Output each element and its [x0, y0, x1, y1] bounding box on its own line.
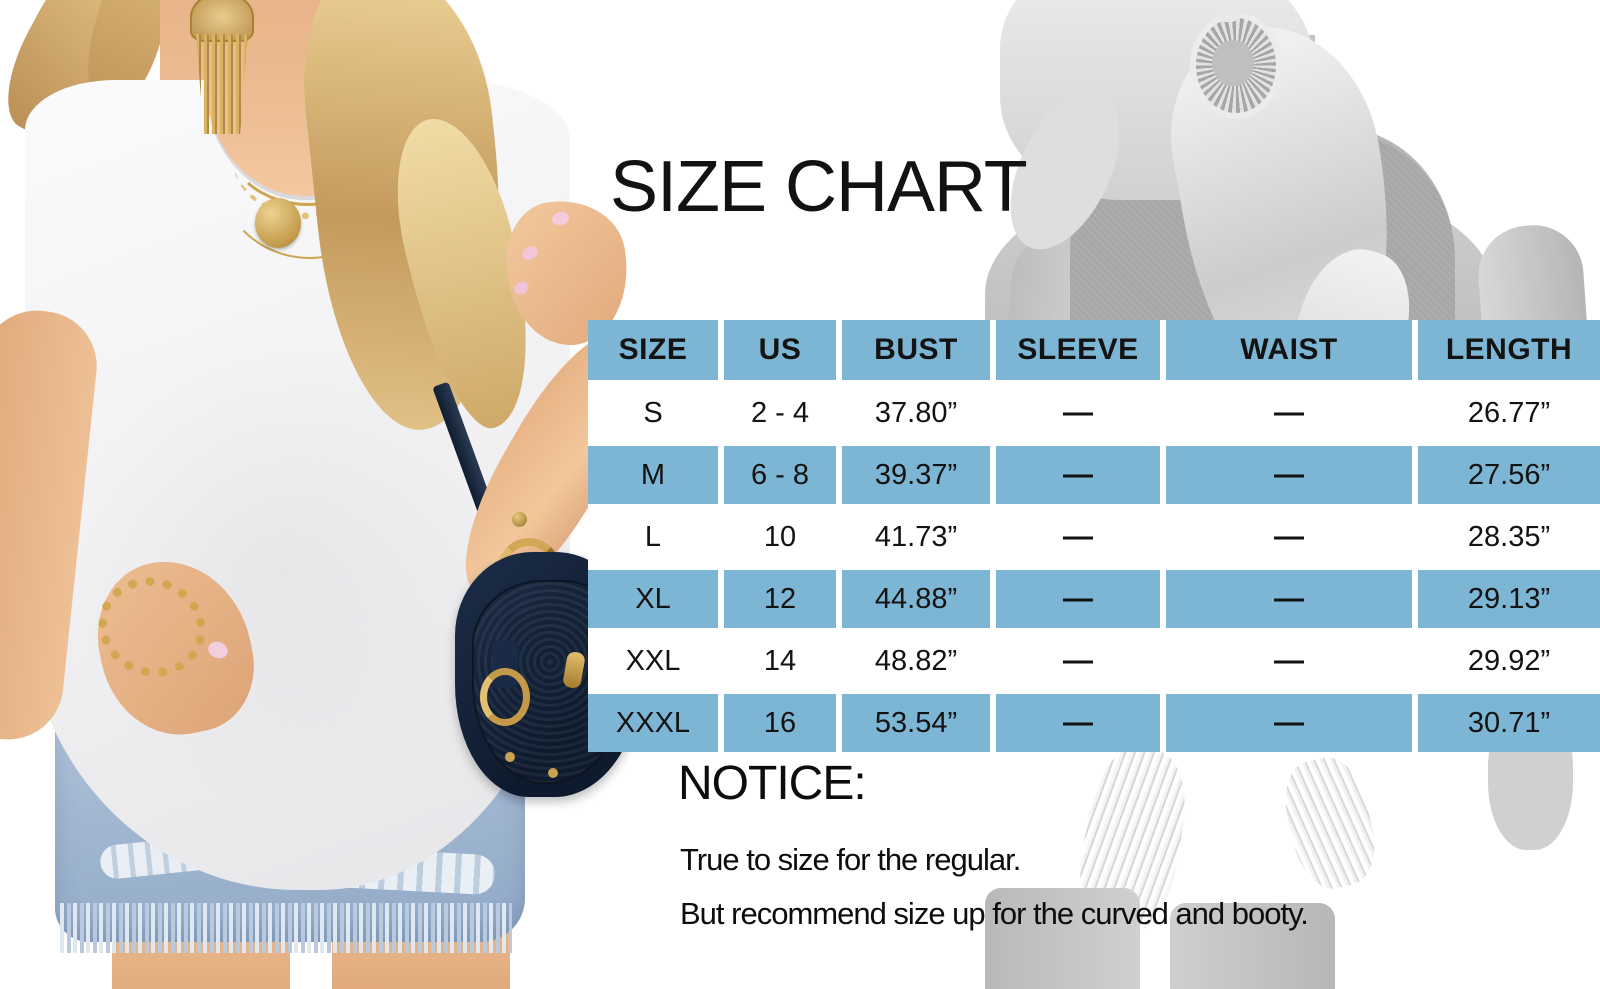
page-title: SIZE CHART — [610, 147, 1028, 227]
front-model-nail — [520, 243, 540, 263]
handbag-strap — [432, 381, 521, 587]
size-table-cell: 12 — [724, 570, 836, 628]
size-table-cell: 53.54” — [842, 694, 990, 752]
column-header-size: SIZE — [588, 320, 718, 380]
size-table-cell: 48.82” — [842, 632, 990, 690]
size-table-cell: 41.73” — [842, 508, 990, 566]
back-model-tank-top-back — [1070, 128, 1455, 333]
handbag-strap-keeper — [492, 640, 518, 688]
size-table-cell: 14 — [724, 632, 836, 690]
back-model-earring-stud — [1218, 0, 1240, 22]
handbag-rivet — [512, 512, 527, 527]
front-model-white-tank-top — [25, 80, 570, 890]
column-header-us: US — [724, 320, 836, 380]
size-table-cell: — — [996, 570, 1160, 628]
size-table-cell: 2 - 4 — [724, 384, 836, 442]
front-model-nail — [205, 639, 231, 661]
column-header-sleeve: SLEEVE — [996, 320, 1160, 380]
front-model-denim-shorts — [55, 682, 525, 942]
size-table-cell: 39.37” — [842, 446, 990, 504]
handbag-stud — [505, 752, 515, 762]
front-model-shorts-rip — [289, 844, 496, 896]
size-table-cell: 16 — [724, 694, 836, 752]
front-model-coin-pendant — [255, 198, 301, 248]
front-model-nail — [550, 210, 571, 227]
front-model-necklace-beads — [232, 92, 378, 219]
size-table-cell: 10 — [724, 508, 836, 566]
back-model-hoop-earring-center — [1212, 40, 1254, 86]
size-table-cell: 29.92” — [1418, 632, 1600, 690]
back-model-choker — [1232, 82, 1358, 146]
front-model-necklace-chain — [215, 70, 404, 259]
front-model-shorts-waistband — [58, 682, 522, 714]
size-table-cell: — — [1166, 632, 1412, 690]
front-model-hand-in-pocket — [83, 546, 267, 749]
size-table-cell: — — [1166, 384, 1412, 442]
front-model-shorts-rip — [160, 768, 407, 830]
size-table-cell: 29.13” — [1418, 570, 1600, 628]
handbag-d-ring-buckle — [480, 668, 530, 726]
front-model-chain-bracelet — [84, 562, 220, 692]
size-table-cell: M — [588, 446, 718, 504]
size-table-cell: — — [1166, 508, 1412, 566]
front-model-hair-left — [0, 0, 151, 148]
size-table-cell: — — [996, 694, 1160, 752]
size-table-cell: XXXL — [588, 694, 718, 752]
front-model-left-arm — [0, 305, 103, 745]
front-model-earring — [190, 0, 254, 42]
notice-line: True to size for the regular. — [680, 842, 1021, 877]
front-model-tassel-earring — [196, 34, 248, 134]
size-table-cell: 28.35” — [1418, 508, 1600, 566]
back-model-hoop-earring-icon — [1190, 12, 1282, 119]
front-model-nail — [511, 278, 532, 298]
size-table-cell: — — [1166, 446, 1412, 504]
front-model-leg-right — [332, 884, 510, 989]
front-model-shorts-rip — [98, 829, 264, 881]
handbag-gold-ring — [498, 538, 560, 600]
size-table-cell: XL — [588, 570, 718, 628]
size-table-cell: 26.77” — [1418, 384, 1600, 442]
size-table-cell: 27.56” — [1418, 446, 1600, 504]
column-header-bust: BUST — [842, 320, 990, 380]
handbag-stud — [548, 768, 558, 778]
size-table-cell: 30.71” — [1418, 694, 1600, 752]
back-model-jaw-profile — [1111, 0, 1225, 147]
size-table-cell: — — [996, 632, 1160, 690]
front-model-hair-right-wave — [375, 106, 557, 439]
notice-heading: NOTICE: — [678, 757, 867, 810]
size-table-cell: S — [588, 384, 718, 442]
front-model-neck — [160, 0, 400, 195]
column-header-length: LENGTH — [1418, 320, 1600, 380]
front-model-hair-right — [290, 0, 525, 439]
back-model-neck — [1205, 35, 1315, 190]
front-model-necklace-chain — [225, 70, 391, 206]
back-model-shorts-fringe — [1275, 750, 1385, 896]
front-model-scoop-neckline — [205, 45, 405, 200]
size-table-cell: — — [1166, 570, 1412, 628]
handbag-clasp — [562, 650, 586, 690]
size-table-cell: L — [588, 508, 718, 566]
size-table-cell: — — [996, 446, 1160, 504]
size-table-cell: — — [996, 508, 1160, 566]
size-table-cell: 44.88” — [842, 570, 990, 628]
size-table-cell: 6 - 8 — [724, 446, 836, 504]
front-model-leg-left — [112, 868, 290, 989]
size-table-cell: XXL — [588, 632, 718, 690]
front-model-tank-top-shading — [70, 330, 490, 810]
size-table-cell: — — [996, 384, 1160, 442]
size-table-cell: — — [1166, 694, 1412, 752]
notice-line: But recommend size up for the curved and… — [680, 896, 1309, 931]
column-header-waist: WAIST — [1166, 320, 1412, 380]
size-table-cell: 37.80” — [842, 384, 990, 442]
front-model-hair-left-strand — [73, 0, 187, 117]
back-model-hair — [1000, 0, 1315, 200]
front-model-shorts-fray — [60, 903, 512, 953]
